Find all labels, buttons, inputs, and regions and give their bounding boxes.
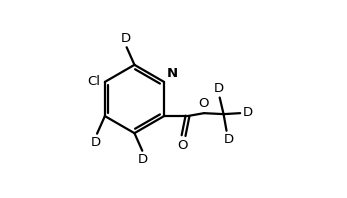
Text: D: D bbox=[91, 136, 101, 149]
Text: Cl: Cl bbox=[87, 75, 100, 89]
Text: N: N bbox=[167, 67, 178, 80]
Text: O: O bbox=[177, 139, 187, 152]
Text: O: O bbox=[198, 97, 208, 110]
Text: D: D bbox=[243, 106, 253, 119]
Text: D: D bbox=[121, 32, 131, 45]
Text: D: D bbox=[223, 133, 234, 147]
Text: D: D bbox=[214, 82, 224, 95]
Text: D: D bbox=[138, 153, 148, 166]
